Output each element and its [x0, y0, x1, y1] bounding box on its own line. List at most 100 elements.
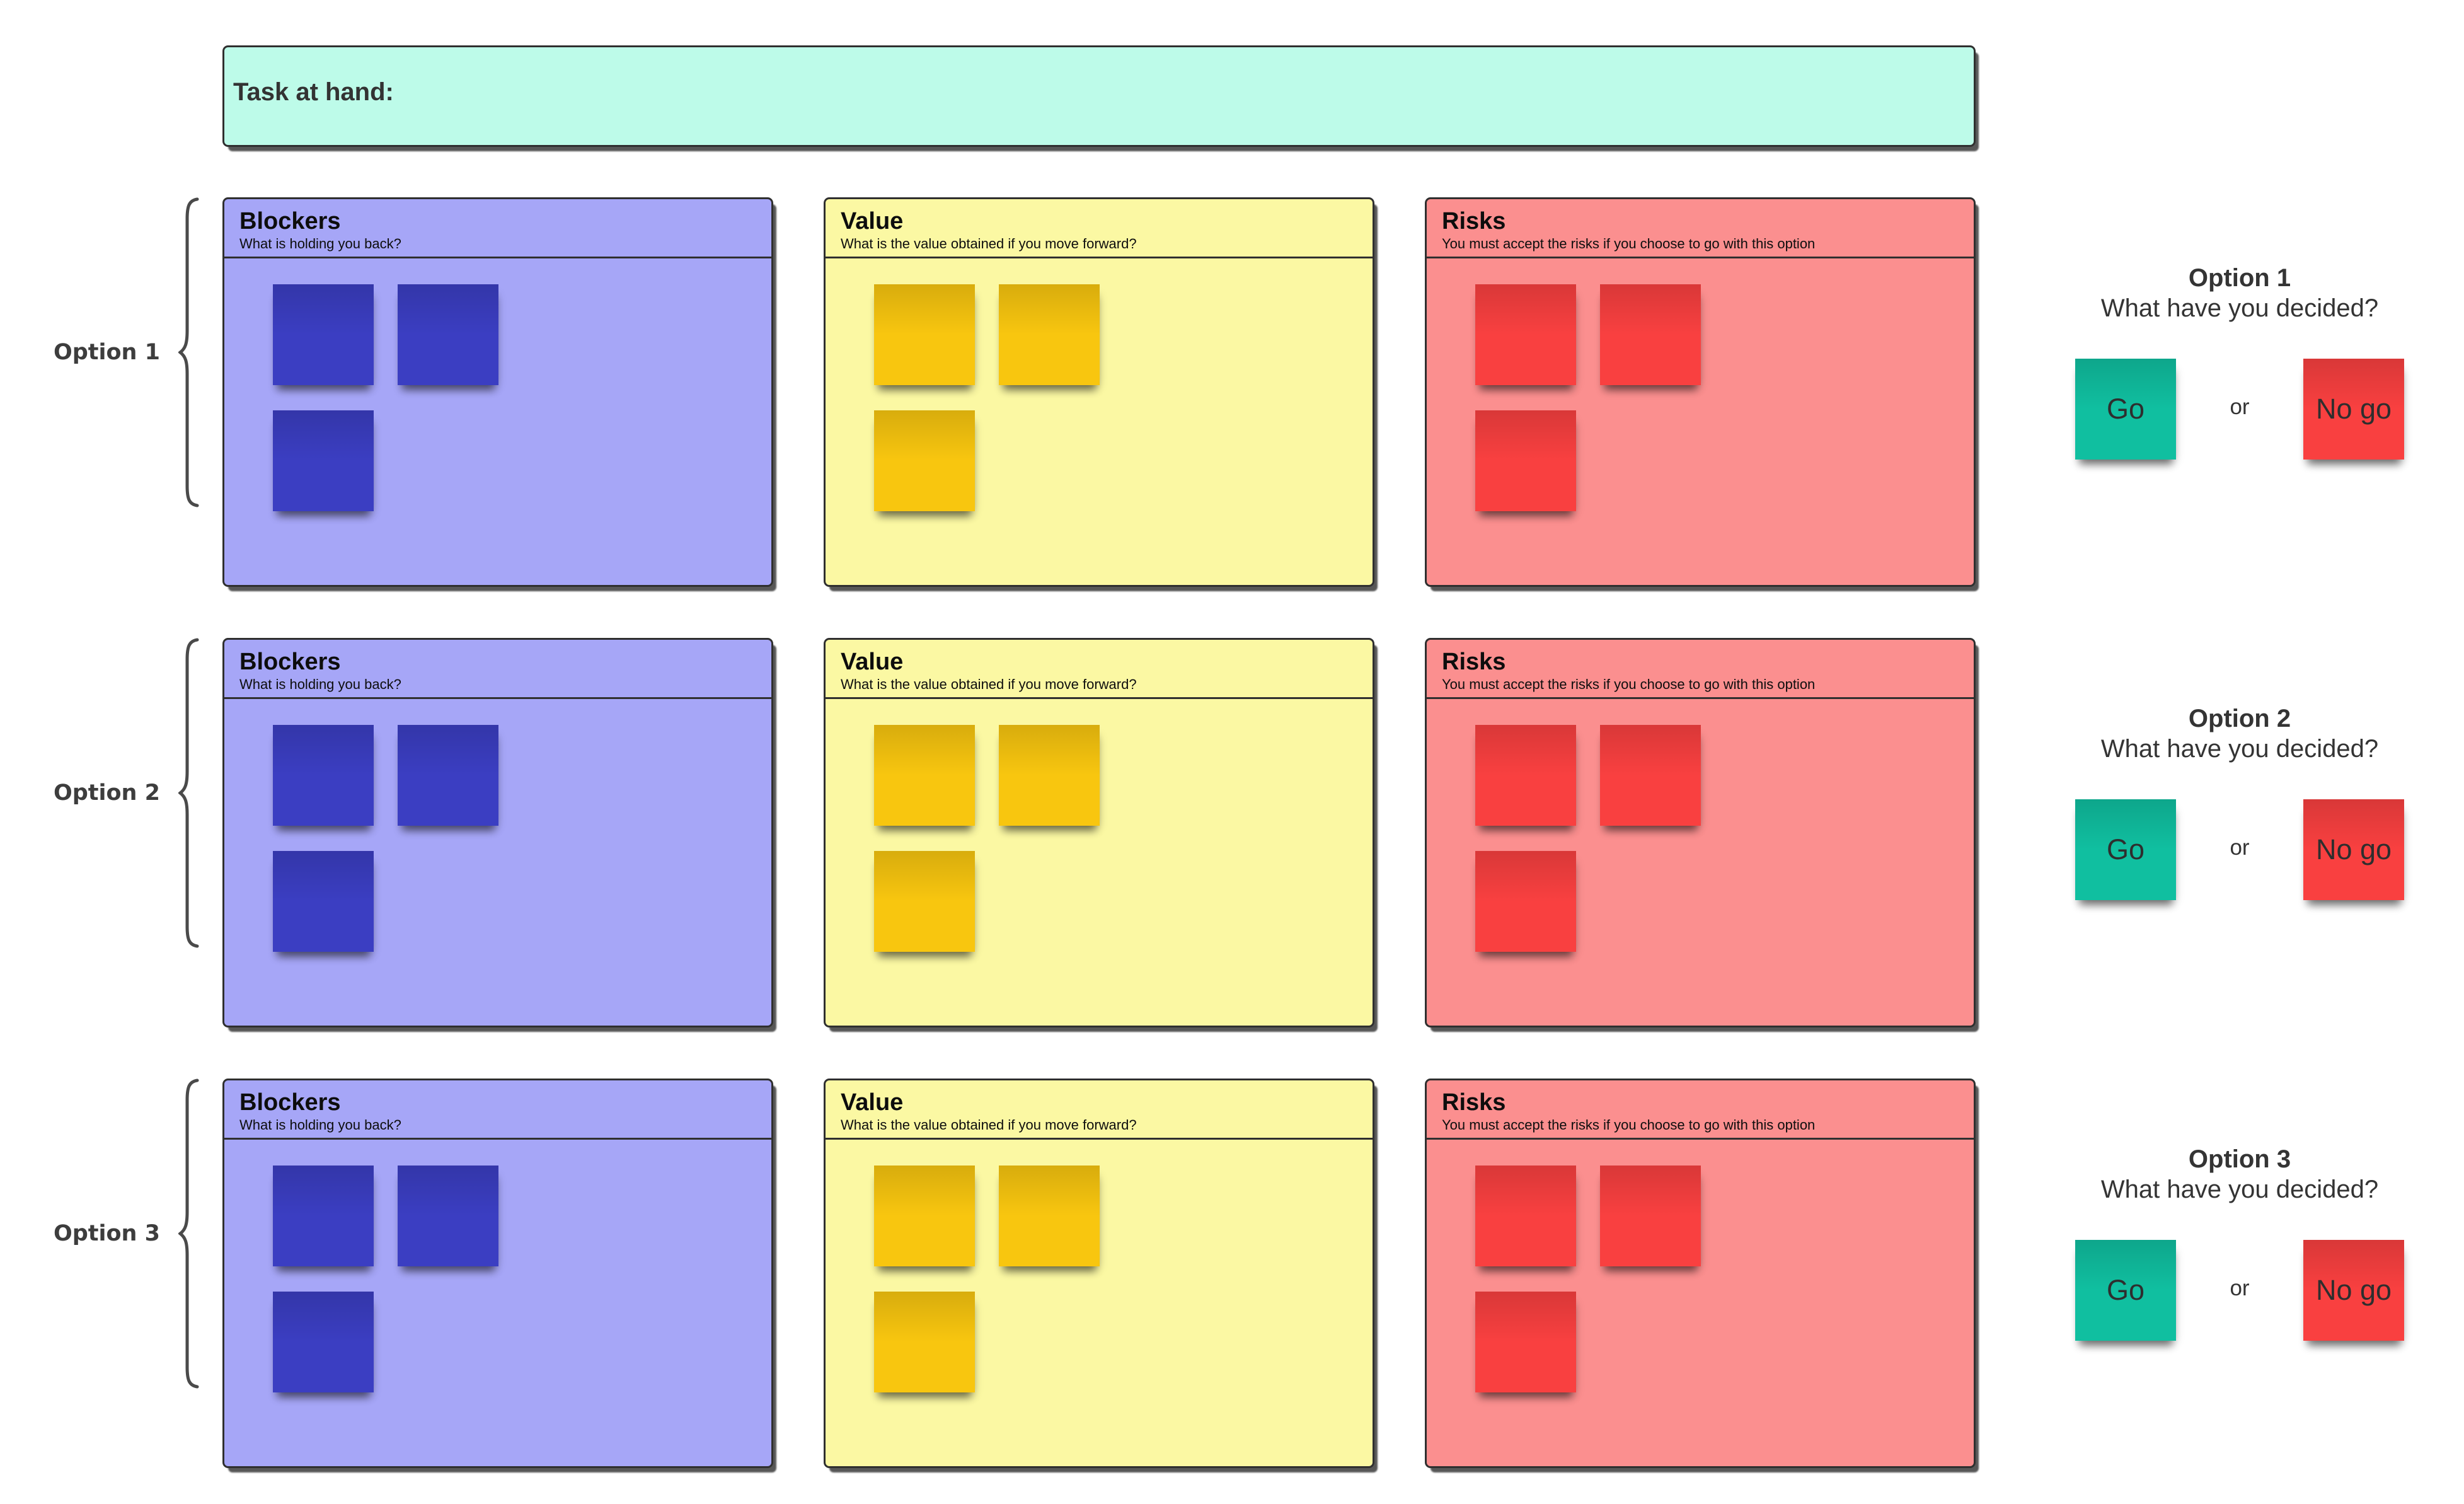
blockers-panel-header: Blockers What is holding you back?	[224, 1080, 771, 1140]
blockers-panel-subtitle: What is holding you back?	[239, 1117, 401, 1133]
decision-notes: Go or No go	[2075, 799, 2404, 900]
value-panel-subtitle: What is the value obtained if you move f…	[841, 1117, 1137, 1133]
decision-subtitle: What have you decided?	[2100, 294, 2379, 322]
option-1-brace-icon	[178, 197, 199, 507]
risks-panel-option-3: Risks You must accept the risks if you c…	[1425, 1079, 1976, 1468]
blocker-sticky-note[interactable]	[398, 725, 498, 826]
blockers-panel-title: Blockers	[239, 649, 341, 675]
risks-panel-subtitle: You must accept the risks if you choose …	[1442, 676, 1816, 692]
blocker-sticky-note[interactable]	[273, 851, 374, 952]
blockers-panel-header: Blockers What is holding you back?	[224, 640, 771, 699]
option-2-side-label: Option 2	[53, 780, 160, 806]
no-go-note-label: No go	[2315, 833, 2392, 865]
no-go-note[interactable]: No go	[2303, 359, 2404, 460]
task-at-hand-label: Task at hand:	[233, 78, 394, 106]
value-sticky-note[interactable]	[874, 410, 975, 511]
risk-sticky-note[interactable]	[1600, 284, 1701, 385]
risks-panel-header: Risks You must accept the risks if you c…	[1427, 199, 1974, 258]
option-1-side-label: Option 1	[53, 340, 160, 365]
value-panel-header: Value What is the value obtained if you …	[826, 199, 1373, 258]
decision-subtitle: What have you decided?	[2100, 735, 2379, 763]
value-sticky-note[interactable]	[999, 725, 1100, 826]
value-sticky-note[interactable]	[874, 1292, 975, 1392]
risks-panel-subtitle: You must accept the risks if you choose …	[1442, 1117, 1816, 1133]
risks-panel-option-2: Risks You must accept the risks if you c…	[1425, 638, 1976, 1027]
decision-notes: Go or No go	[2075, 359, 2404, 460]
risks-panel-title: Risks	[1442, 208, 1506, 234]
value-sticky-note[interactable]	[874, 851, 975, 952]
blocker-sticky-note[interactable]	[398, 284, 498, 385]
risks-panel-header: Risks You must accept the risks if you c…	[1427, 640, 1974, 699]
go-note[interactable]: Go	[2075, 1240, 2176, 1341]
value-panel-subtitle: What is the value obtained if you move f…	[841, 676, 1137, 692]
value-sticky-note[interactable]	[874, 1166, 975, 1266]
blockers-panel-title: Blockers	[239, 1089, 341, 1116]
no-go-note[interactable]: No go	[2303, 1240, 2404, 1341]
no-go-note-label: No go	[2315, 393, 2392, 425]
risk-sticky-note[interactable]	[1475, 851, 1576, 952]
blocker-sticky-note[interactable]	[273, 725, 374, 826]
risk-sticky-note[interactable]	[1475, 410, 1576, 511]
risks-panel-option-1: Risks You must accept the risks if you c…	[1425, 197, 1976, 587]
blockers-panel-header: Blockers What is holding you back?	[224, 199, 771, 258]
value-panel-header: Value What is the value obtained if you …	[826, 640, 1373, 699]
value-sticky-note[interactable]	[999, 284, 1100, 385]
risks-panel-title: Risks	[1442, 649, 1506, 675]
option-2-row: Option 2 Blockers What is holding you ba…	[0, 638, 2464, 1027]
value-panel-option-1: Value What is the value obtained if you …	[824, 197, 1374, 587]
blockers-panel-option-1: Blockers What is holding you back?	[222, 197, 773, 587]
blockers-panel-subtitle: What is holding you back?	[239, 236, 401, 252]
risk-sticky-note[interactable]	[1600, 1166, 1701, 1266]
decision-area-option-2: Option 2 What have you decided? Go or No…	[2075, 703, 2404, 900]
value-sticky-note[interactable]	[874, 284, 975, 385]
value-panel-header: Value What is the value obtained if you …	[826, 1080, 1373, 1140]
blockers-panel-title: Blockers	[239, 208, 341, 234]
decision-area-option-1: Option 1 What have you decided? Go or No…	[2075, 263, 2404, 460]
go-note-label: Go	[2106, 1274, 2145, 1306]
decision-title: Option 3	[2188, 1145, 2291, 1173]
option-2-brace-icon	[178, 638, 199, 948]
blockers-panel-option-3: Blockers What is holding you back?	[222, 1079, 773, 1468]
risks-panel-title: Risks	[1442, 1089, 1506, 1116]
or-label: or	[2230, 394, 2250, 419]
blocker-sticky-note[interactable]	[398, 1166, 498, 1266]
decision-notes: Go or No go	[2075, 1240, 2404, 1341]
value-panel-title: Value	[841, 649, 904, 675]
decision-title: Option 1	[2188, 264, 2291, 292]
task-at-hand-box[interactable]: Task at hand:	[222, 45, 1976, 147]
blocker-sticky-note[interactable]	[273, 1292, 374, 1392]
value-sticky-note[interactable]	[999, 1166, 1100, 1266]
decision-title: Option 2	[2188, 705, 2291, 732]
or-label: or	[2230, 835, 2250, 860]
go-note-label: Go	[2106, 833, 2145, 865]
value-panel-option-2: Value What is the value obtained if you …	[824, 638, 1374, 1027]
go-note[interactable]: Go	[2075, 359, 2176, 460]
decision-subtitle: What have you decided?	[2100, 1176, 2379, 1203]
option-1-row: Option 1 Blockers What is holding you ba…	[0, 197, 2464, 587]
option-3-side-label: Option 3	[53, 1221, 160, 1246]
risk-sticky-note[interactable]	[1600, 725, 1701, 826]
value-sticky-note[interactable]	[874, 725, 975, 826]
risks-panel-subtitle: You must accept the risks if you choose …	[1442, 236, 1816, 252]
no-go-note-label: No go	[2315, 1274, 2392, 1306]
option-3-row: Option 3 Blockers What is holding you ba…	[0, 1079, 2464, 1468]
blocker-sticky-note[interactable]	[273, 1166, 374, 1266]
risk-sticky-note[interactable]	[1475, 725, 1576, 826]
risk-sticky-note[interactable]	[1475, 1292, 1576, 1392]
risk-sticky-note[interactable]	[1475, 1166, 1576, 1266]
blocker-sticky-note[interactable]	[273, 284, 374, 385]
option-3-brace-icon	[178, 1079, 199, 1389]
blockers-panel-subtitle: What is holding you back?	[239, 676, 401, 692]
value-panel-subtitle: What is the value obtained if you move f…	[841, 236, 1137, 252]
value-panel-title: Value	[841, 1089, 904, 1116]
risk-sticky-note[interactable]	[1475, 284, 1576, 385]
or-label: or	[2230, 1275, 2250, 1300]
risks-panel-header: Risks You must accept the risks if you c…	[1427, 1080, 1974, 1140]
go-note-label: Go	[2106, 393, 2145, 425]
blocker-sticky-note[interactable]	[273, 410, 374, 511]
blockers-panel-option-2: Blockers What is holding you back?	[222, 638, 773, 1027]
no-go-note[interactable]: No go	[2303, 799, 2404, 900]
value-panel-title: Value	[841, 208, 904, 234]
go-note[interactable]: Go	[2075, 799, 2176, 900]
